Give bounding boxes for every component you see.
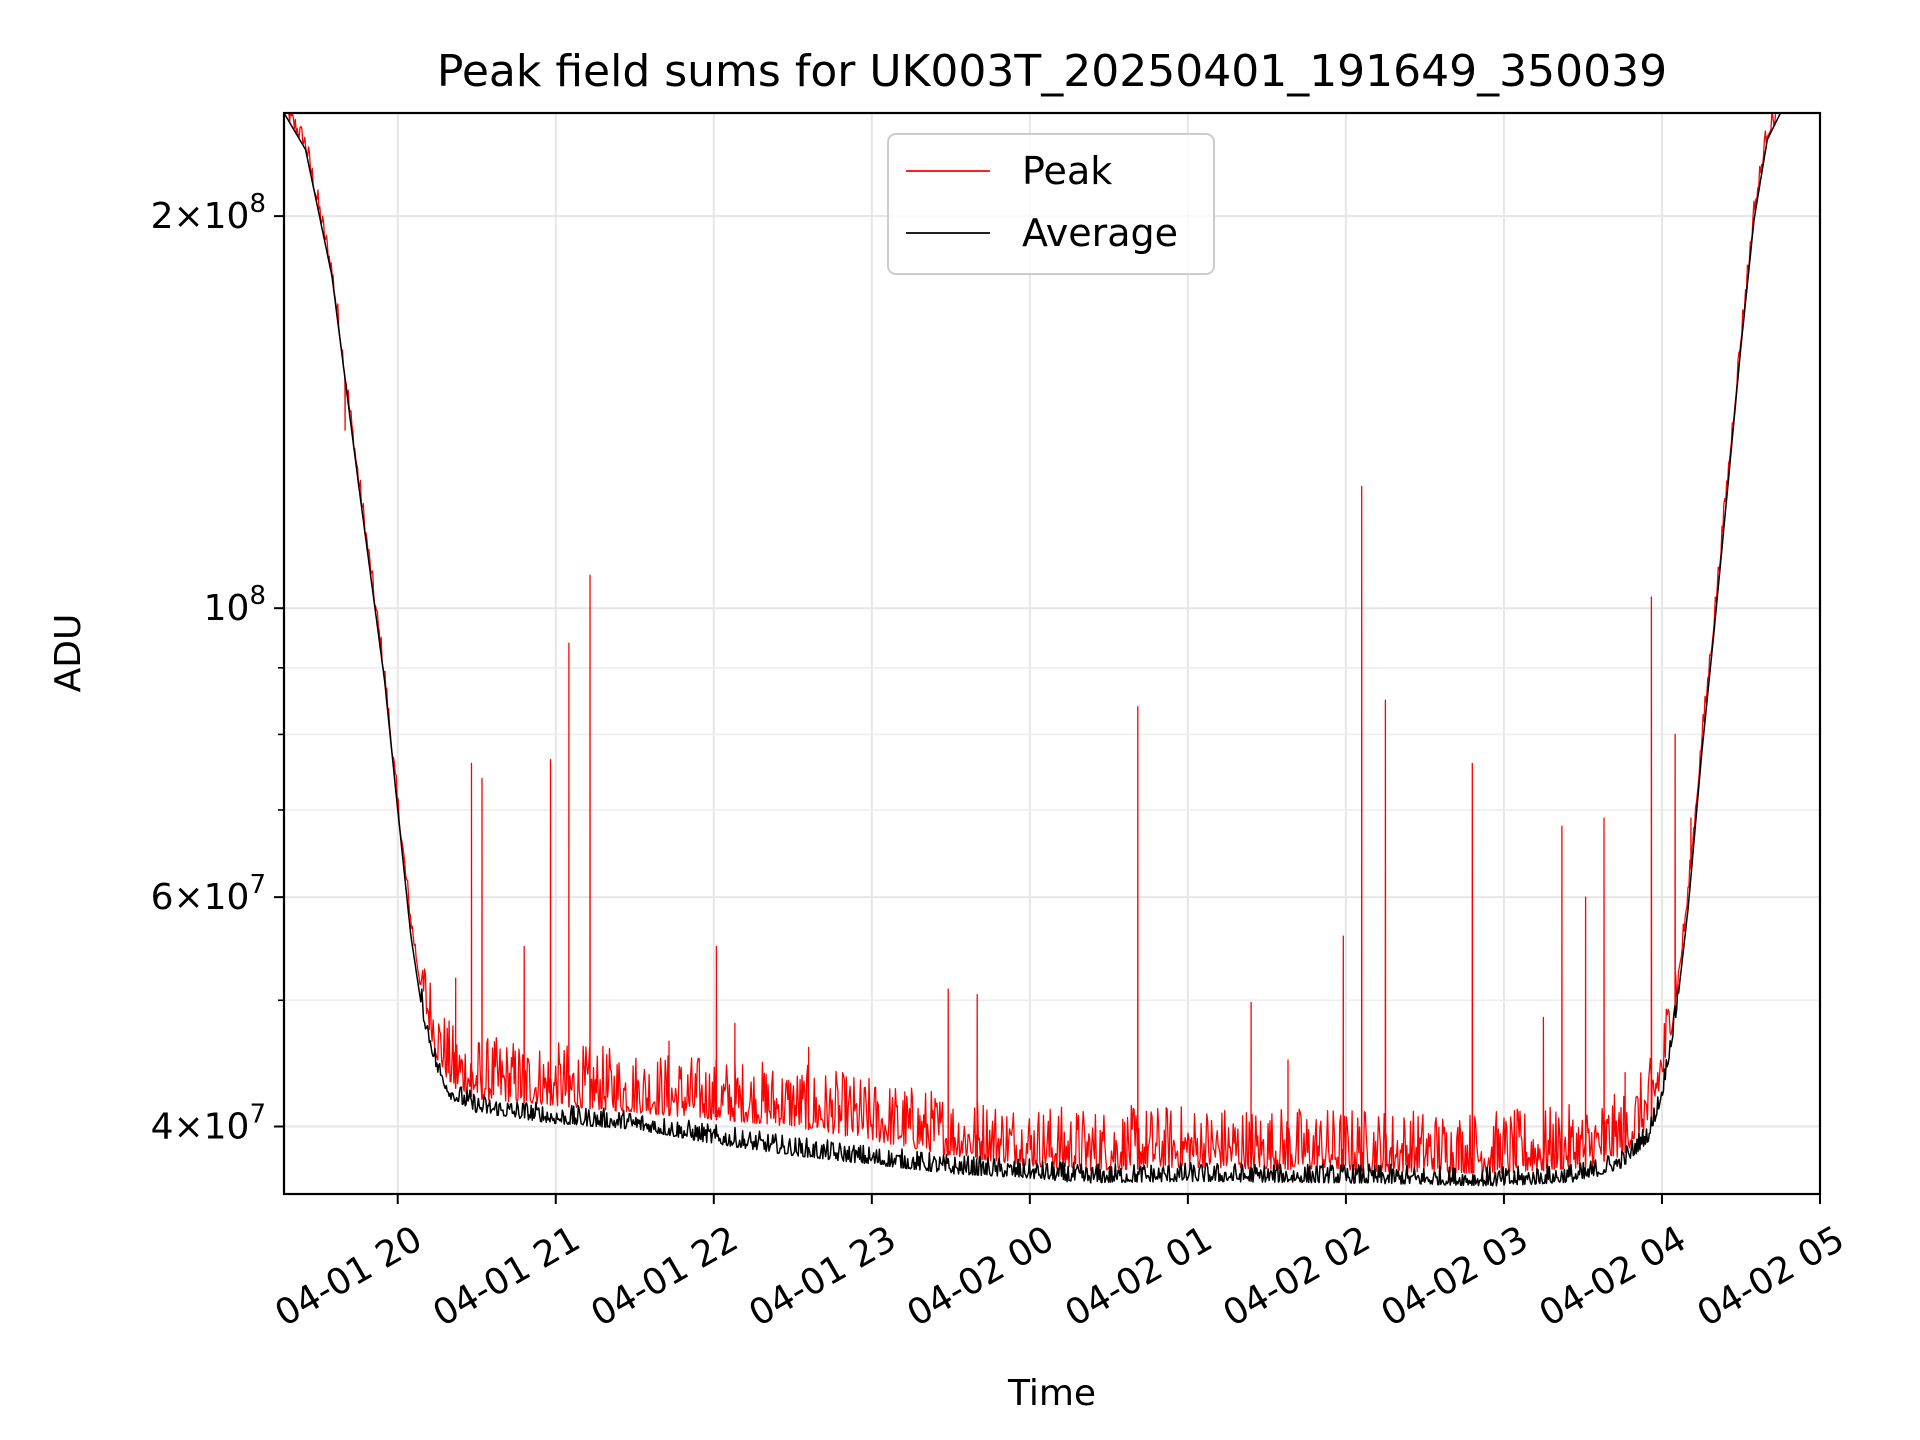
series-peak-line <box>284 113 1793 1175</box>
legend-label-peak: Peak <box>1022 149 1112 193</box>
y-tick-label: 2×108 <box>151 189 266 237</box>
plot-frame <box>282 111 1822 1196</box>
y-tick-label: 4×107 <box>151 1099 266 1147</box>
data-layer <box>284 113 1794 1187</box>
y-tick-label: 108 <box>204 581 266 629</box>
series-average-line <box>284 113 1794 1187</box>
ticks <box>274 215 1821 1204</box>
y-axis-label: ADU <box>48 614 89 693</box>
x-axis-label: Time <box>1007 1373 1096 1414</box>
legend-box <box>887 133 1215 275</box>
chart-title: Peak field sums for UK003T_20250401_1916… <box>437 46 1667 97</box>
legend: Peak Average <box>887 133 1215 275</box>
legend-label-average: Average <box>1022 211 1178 255</box>
y-tick-label: 6×107 <box>151 870 266 918</box>
grid <box>284 113 1820 1194</box>
